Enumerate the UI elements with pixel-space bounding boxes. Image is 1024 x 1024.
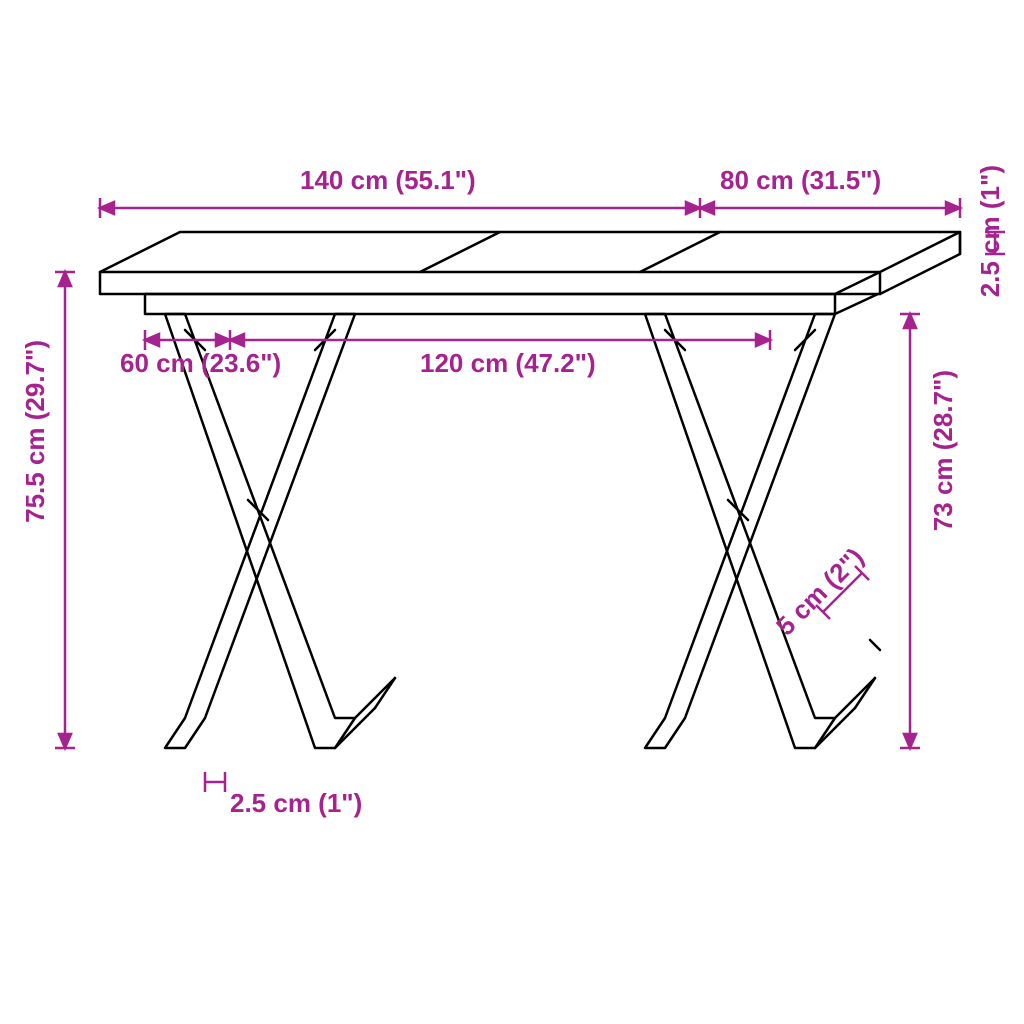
dim-thickness-top: 2.5 cm (1") xyxy=(975,165,1006,297)
dim-height-total: 75.5 cm (29.7") xyxy=(20,340,51,523)
dim-leg-thickness: 2.5 cm (1") xyxy=(230,788,362,819)
dim-depth-top: 80 cm (31.5") xyxy=(720,165,881,196)
dimension-drawing xyxy=(0,0,1024,1024)
dim-leg-inset: 60 cm (23.6") xyxy=(120,348,281,379)
dim-leg-span: 120 cm (47.2") xyxy=(420,348,596,379)
dim-height-under: 73 cm (28.7") xyxy=(928,370,959,531)
dim-width-top: 140 cm (55.1") xyxy=(300,165,476,196)
